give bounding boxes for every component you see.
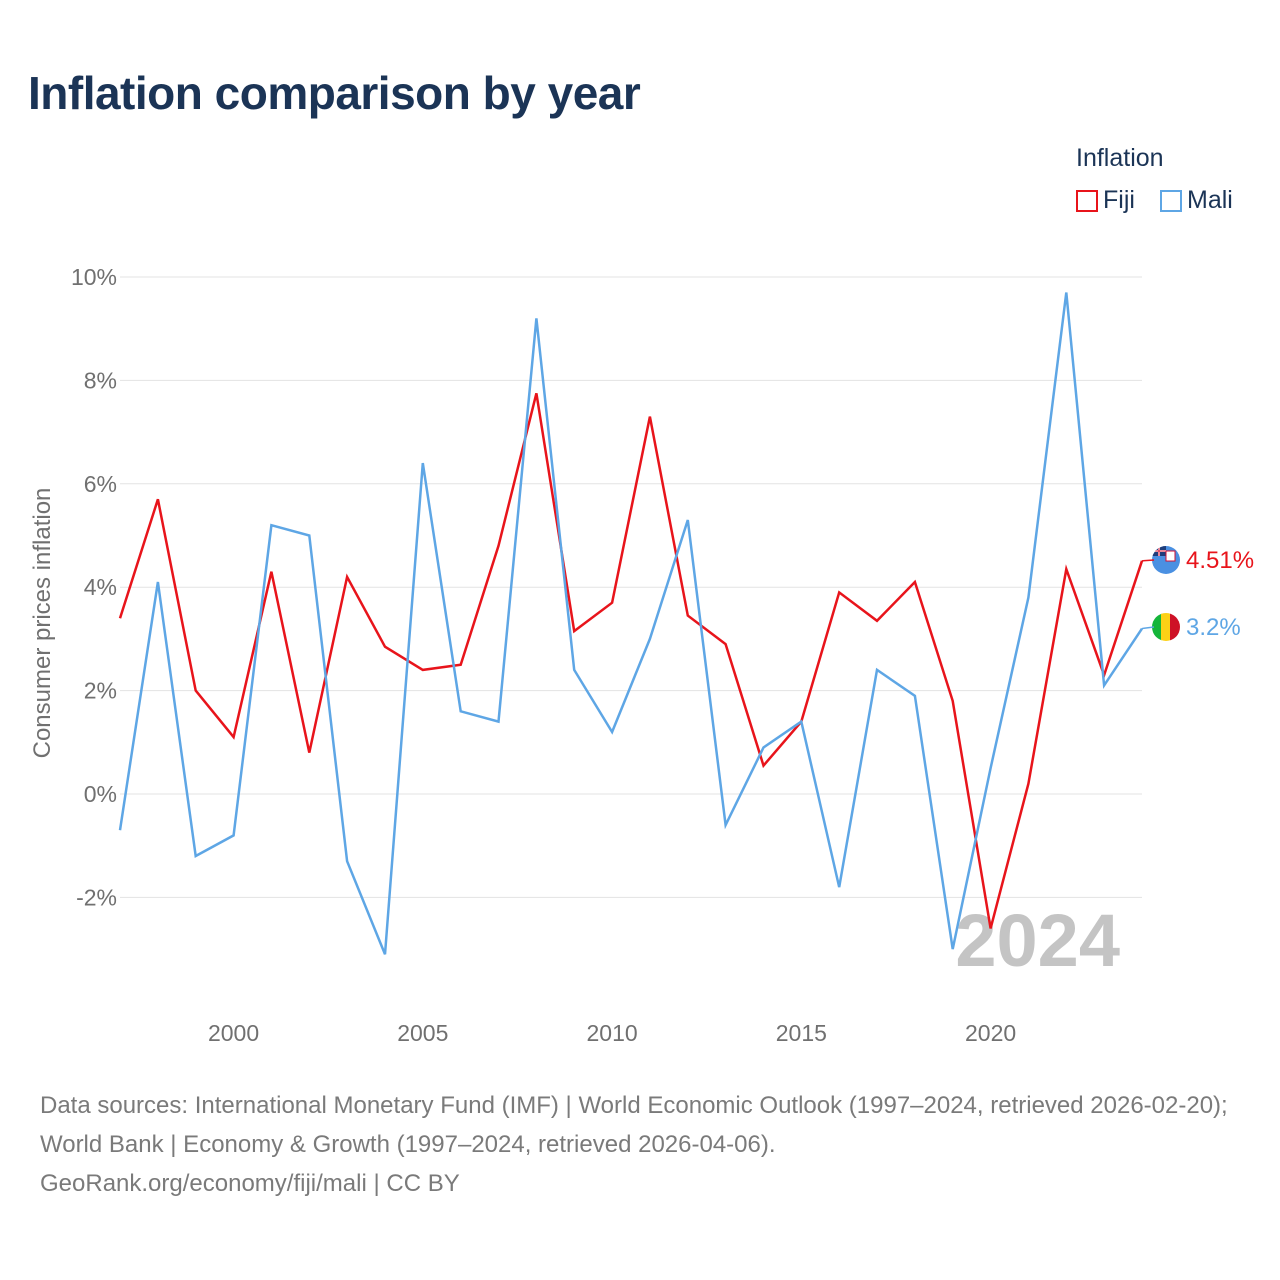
legend-item-fiji[interactable]: Fiji xyxy=(1076,186,1135,215)
legend-label-mali: Mali xyxy=(1187,186,1233,214)
y-tick-label: 4% xyxy=(84,574,117,600)
x-tick-label: 2000 xyxy=(208,1020,259,1046)
x-axis-ticks: 2000 2005 2010 2015 2020 xyxy=(208,1020,1016,1046)
mali-flag-icon xyxy=(1152,613,1180,641)
x-tick-label: 2005 xyxy=(397,1020,448,1046)
y-tick-label: 2% xyxy=(84,678,117,704)
y-tick-label: 6% xyxy=(84,471,117,497)
y-tick-label: -2% xyxy=(76,884,117,910)
legend-swatch-fiji xyxy=(1076,189,1098,212)
x-tick-label: 2015 xyxy=(776,1020,827,1046)
series-lines xyxy=(118,292,1144,955)
end-label-fiji: 4.51% xyxy=(1186,547,1254,574)
legend-title: Inflation xyxy=(1076,144,1164,172)
end-label-connector-fiji xyxy=(1141,559,1155,562)
x-tick-label: 2020 xyxy=(965,1020,1016,1046)
grid-lines xyxy=(120,276,1142,898)
end-label-mali: 3.2% xyxy=(1186,614,1241,641)
series-line-mali xyxy=(118,292,1144,955)
legend-item-mali[interactable]: Mali xyxy=(1160,186,1233,215)
credit-line[interactable]: GeoRank.org/economy/fiji/mali | CC BY xyxy=(40,1170,460,1197)
y-axis-ticks: -2% 0% 2% 4% 6% 8% 10% xyxy=(71,264,117,910)
series-line-fiji xyxy=(118,392,1144,929)
chart-footer: Data sources: International Monetary Fun… xyxy=(40,1086,1250,1203)
end-labels: 4.51% 3.2% xyxy=(1141,547,1254,641)
legend-label-fiji: Fiji xyxy=(1103,186,1135,214)
y-axis-label: Consumer prices inflation xyxy=(29,488,56,759)
legend-swatch-mali xyxy=(1160,189,1182,212)
y-tick-label: 0% xyxy=(84,781,117,807)
fiji-flag-icon xyxy=(1152,546,1180,574)
data-sources: Data sources: International Monetary Fun… xyxy=(40,1092,1228,1158)
y-tick-label: 8% xyxy=(84,367,117,393)
x-tick-label: 2010 xyxy=(586,1020,637,1046)
year-watermark: 2024 xyxy=(955,899,1120,982)
y-tick-label: 10% xyxy=(71,264,117,290)
chart-title: Inflation comparison by year xyxy=(28,67,641,119)
end-label-connector-mali xyxy=(1141,626,1155,630)
